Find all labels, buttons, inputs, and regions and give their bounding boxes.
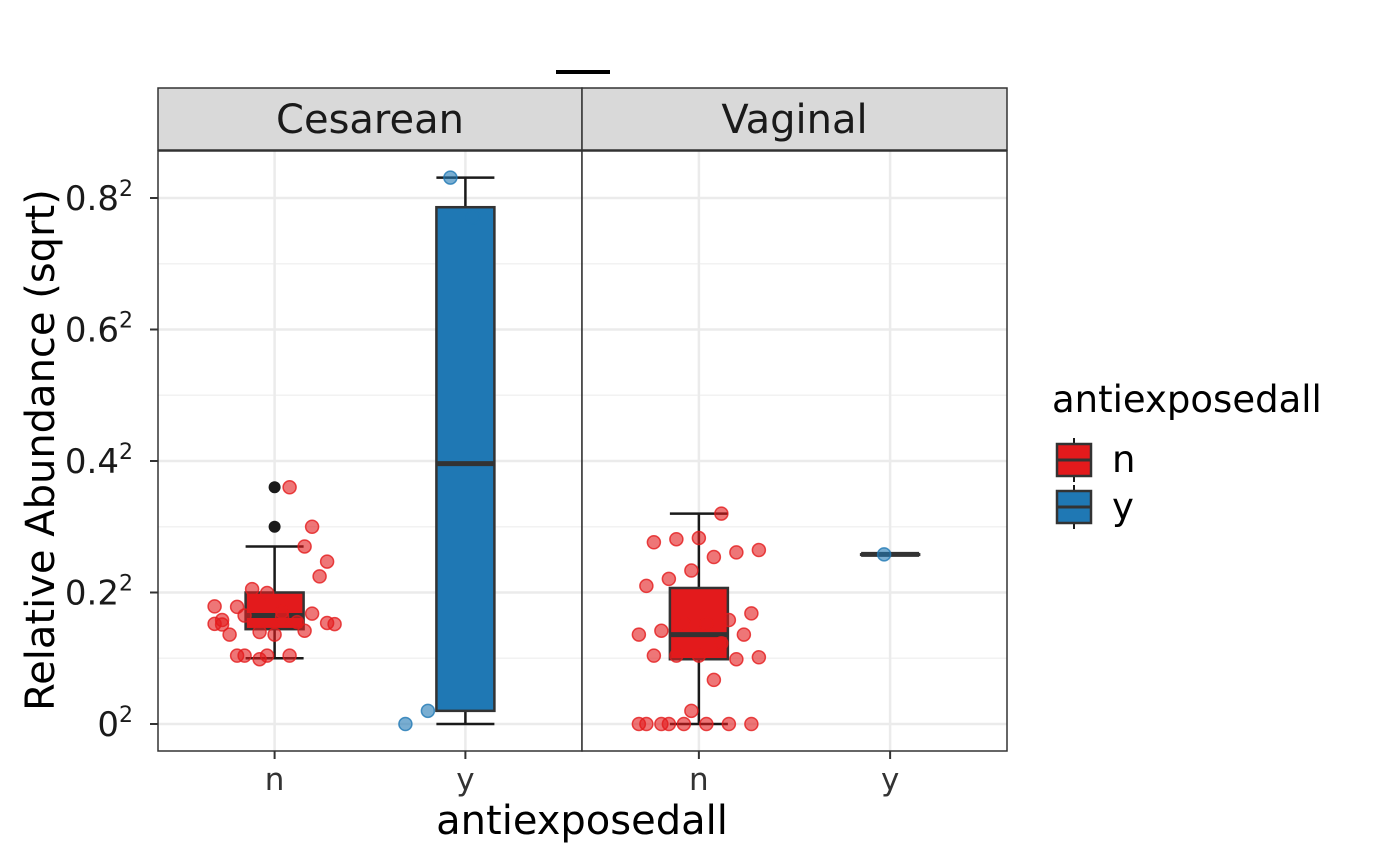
box: [435, 205, 496, 713]
data-point: [876, 547, 892, 562]
data-point: [252, 624, 267, 640]
data-point: [691, 648, 707, 663]
data-point: [661, 716, 677, 732]
data-point: [699, 716, 714, 732]
data-point: [744, 606, 759, 621]
data-point: [282, 480, 297, 495]
data-point: [282, 648, 297, 663]
legend-entry-y: y: [1055, 485, 1134, 529]
data-point: [304, 519, 320, 534]
panel-cesarean: [157, 150, 583, 752]
data-point: [631, 627, 647, 642]
data-point: [267, 627, 282, 642]
box-group-cesarean-y: [398, 170, 496, 732]
legend: antiexposedall ny: [1052, 378, 1322, 529]
data-point: [237, 608, 252, 623]
data-point: [646, 535, 662, 550]
data-point: [259, 648, 275, 663]
data-point: [222, 627, 237, 642]
data-point: [714, 506, 729, 521]
legend-entry-n: n: [1055, 438, 1135, 482]
panel-background: [158, 151, 582, 751]
data-point: [669, 648, 684, 663]
data-point: [214, 617, 230, 632]
data-point: [706, 672, 722, 688]
x-tick-label: n: [265, 762, 285, 798]
x-tick-label: y: [456, 762, 474, 798]
y-axis-title: Relative Abundance (sqrt): [18, 189, 64, 711]
data-point: [237, 648, 252, 663]
data-point: [676, 716, 692, 732]
y-tick-label: 0.82: [65, 177, 133, 219]
data-point: [639, 578, 654, 594]
panel-border: [581, 150, 1008, 752]
legend-label: n: [1112, 438, 1135, 481]
data-point: [691, 530, 707, 546]
data-point: [684, 563, 699, 578]
data-point: [729, 651, 744, 667]
data-point: [289, 614, 305, 630]
x-axis-title: antiexposedall: [436, 798, 728, 844]
outlier-point: [268, 520, 281, 533]
data-point: [297, 539, 312, 554]
data-point: [661, 571, 677, 587]
box-group-vaginal-y: [859, 547, 921, 562]
outlier-point: [268, 481, 281, 494]
data-point: [744, 716, 759, 732]
strip-label-cesarean: Cesarean: [276, 97, 464, 143]
y-tick-label: 0.62: [65, 309, 133, 351]
data-point: [684, 703, 699, 719]
data-point: [639, 716, 654, 732]
y-axis: 02 0.22 0.42 0.62 0.82: [65, 177, 158, 745]
data-point: [327, 616, 342, 632]
data-point: [751, 542, 767, 558]
data-point: [721, 612, 737, 628]
data-point: [274, 604, 290, 619]
data-point: [304, 606, 320, 621]
data-point: [465, 210, 481, 225]
data-point: [699, 616, 714, 632]
data-point: [319, 554, 335, 569]
x-tick-label: n: [689, 762, 709, 798]
box-group-vaginal-n: [631, 506, 767, 732]
data-point: [646, 648, 662, 663]
data-point: [443, 170, 458, 185]
data-point: [244, 581, 260, 597]
data-point: [669, 531, 684, 547]
data-point: [654, 623, 669, 639]
strip-label-vaginal: Vaginal: [721, 97, 867, 143]
data-point: [721, 716, 737, 732]
data-point: [676, 616, 692, 632]
data-point: [420, 703, 436, 719]
data-point: [751, 650, 767, 665]
box-group-cesarean-n: [207, 480, 342, 667]
data-point: [706, 549, 722, 565]
strip-cesarean: Cesarean: [157, 87, 583, 151]
y-tick-label: 02: [97, 703, 133, 745]
data-point: [398, 716, 413, 732]
data-point: [714, 635, 729, 651]
data-point: [729, 545, 744, 560]
legend-label: y: [1112, 485, 1134, 528]
data-point: [207, 599, 222, 614]
data-point: [312, 569, 327, 584]
panel-vaginal: [581, 150, 1008, 752]
y-tick-label: 0.22: [65, 572, 133, 614]
strip-vaginal: Vaginal: [581, 87, 1008, 151]
panel-background: [582, 151, 1007, 751]
data-point: [259, 585, 275, 601]
y-tick-label: 0.42: [65, 440, 133, 482]
x-tick-label: y: [881, 762, 899, 798]
data-point: [736, 627, 752, 642]
legend-title: antiexposedall: [1052, 378, 1322, 421]
